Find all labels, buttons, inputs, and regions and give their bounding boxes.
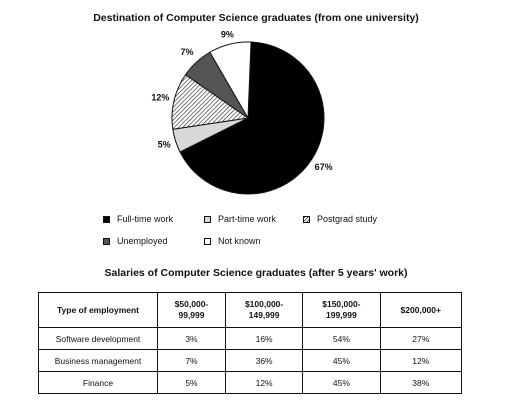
salary-table: Type of employment $50,000- 99,999 $100,0… — [38, 292, 463, 394]
table-header-cell: $50,000- 99,999 — [157, 292, 226, 328]
legend-swatch-postgrad — [303, 215, 310, 223]
table-cell: 12% — [379, 349, 463, 372]
table-cell: Software development — [38, 327, 158, 350]
table-cell: 27% — [379, 327, 463, 350]
table-cell: 54% — [302, 327, 381, 350]
header-line: $50,000- — [174, 299, 209, 309]
legend-swatch-part-time — [204, 215, 211, 223]
table-row: Finance 5% 12% 45% 38% — [38, 371, 463, 394]
legend-label-not-known: Not known — [218, 236, 261, 246]
header-line: $100,000- — [244, 299, 284, 309]
legend-item-not-known: Not known — [204, 236, 261, 246]
table-header-cell: $100,000- 149,999 — [224, 292, 304, 328]
pie-data-label: 5% — [158, 139, 171, 149]
table-header-cell: $200,000+ — [379, 292, 463, 328]
table-cell: 3% — [157, 327, 226, 350]
legend-item-full-time: Full-time work — [103, 214, 173, 224]
table-cell: 36% — [224, 349, 304, 372]
legend-item-postgrad: Postgrad study — [303, 214, 377, 224]
table-title: Salaries of Computer Science graduates (… — [104, 267, 408, 279]
table-cell: 45% — [302, 371, 381, 394]
pie-chart-title: Destination of Computer Science graduate… — [93, 12, 419, 24]
legend-item-part-time: Part-time work — [204, 214, 276, 224]
legend-swatch-full-time — [103, 215, 110, 223]
legend-label-full-time: Full-time work — [117, 214, 174, 224]
table-header-row: Type of employment $50,000- 99,999 $100,0… — [38, 292, 463, 328]
pie-data-label: 67% — [315, 162, 333, 172]
table-row: Software development 3% 16% 54% 27% — [38, 327, 463, 350]
table-cell: 7% — [157, 349, 226, 372]
legend-label-postgrad: Postgrad study — [317, 214, 378, 224]
legend-item-unemployed: Unemployed — [103, 236, 168, 246]
pie-chart: 67% 5% 12% 7% 9% — [151, 30, 333, 195]
legend-label-unemployed: Unemployed — [117, 236, 168, 246]
table-row: Business management 7% 36% 45% 12% — [38, 349, 463, 372]
pie-data-label: 7% — [180, 47, 193, 57]
legend-swatch-not-known — [204, 237, 211, 245]
table-cell: 16% — [224, 327, 304, 350]
table-header-cell: $150,000- 199,999 — [302, 292, 381, 328]
pie-data-label: 9% — [221, 30, 234, 40]
pie-slice-full-time-work — [179, 41, 325, 195]
table-cell: 45% — [302, 349, 381, 372]
table-cell: 5% — [157, 371, 226, 394]
header-line: 99,999 — [178, 310, 205, 320]
legend-swatch-unemployed — [103, 237, 110, 245]
table-cell: 12% — [224, 371, 304, 394]
pie-slice-not-known — [209, 41, 252, 120]
header-line: 149,999 — [248, 310, 280, 320]
legend-label-part-time: Part-time work — [218, 214, 277, 224]
table-header-cell: Type of employment — [38, 292, 158, 328]
table-cell: 38% — [379, 371, 463, 394]
header-line: 199,999 — [326, 310, 357, 320]
table-cell: Finance — [38, 371, 158, 394]
table-cell: Business management — [38, 349, 158, 372]
pie-data-label: 12% — [151, 93, 169, 103]
header-line: $150,000- — [322, 299, 361, 309]
